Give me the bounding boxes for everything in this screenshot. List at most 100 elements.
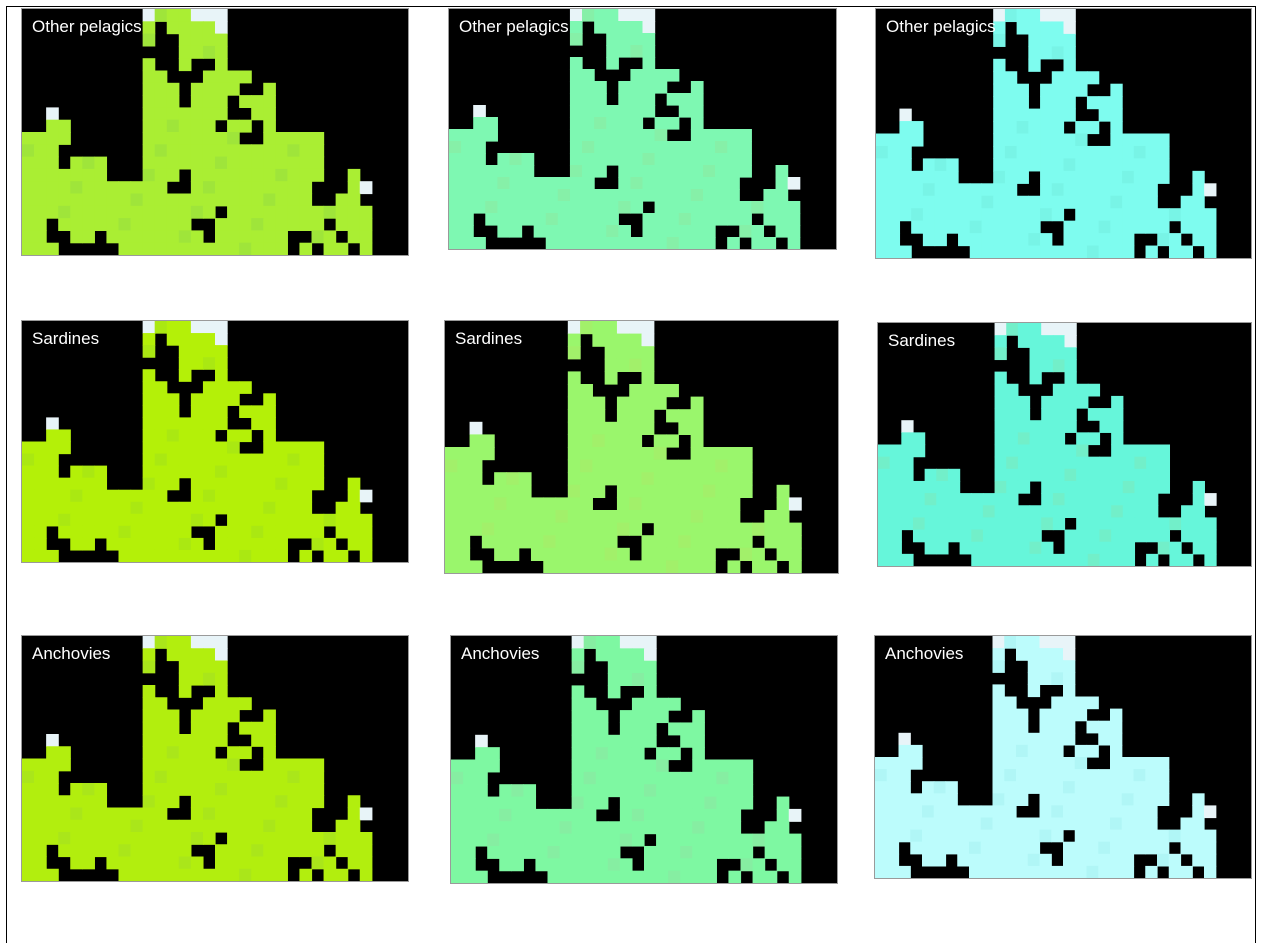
land-cell bbox=[46, 783, 59, 796]
land-cell bbox=[227, 465, 240, 479]
land-cell bbox=[202, 156, 216, 170]
land-cell bbox=[715, 472, 729, 486]
land-cell bbox=[215, 477, 228, 491]
land-cell bbox=[1052, 517, 1066, 531]
land-cell bbox=[461, 129, 474, 142]
land-cell bbox=[1016, 208, 1029, 222]
land-cell bbox=[901, 493, 914, 506]
land-cell bbox=[463, 808, 476, 822]
land-cell bbox=[934, 195, 947, 209]
land-cell bbox=[876, 158, 889, 172]
land-cell bbox=[567, 510, 581, 524]
land-cell bbox=[992, 720, 1005, 734]
land-cell bbox=[1122, 245, 1135, 258]
land-cell bbox=[263, 193, 276, 207]
land-cell bbox=[569, 189, 583, 202]
land-cell bbox=[1110, 170, 1123, 184]
land-cell bbox=[644, 870, 657, 883]
land-cell bbox=[227, 181, 240, 195]
land-cell bbox=[1204, 245, 1217, 258]
land-cell bbox=[582, 93, 595, 106]
land-cell bbox=[898, 829, 911, 843]
land-cell bbox=[70, 856, 83, 870]
land-cell bbox=[190, 868, 204, 881]
land-cell bbox=[1004, 108, 1018, 122]
land-cell bbox=[178, 45, 192, 59]
land-cell bbox=[215, 393, 228, 406]
land-cell bbox=[463, 796, 476, 810]
land-cell bbox=[347, 218, 361, 231]
land-cell bbox=[142, 734, 156, 747]
land-cell bbox=[190, 181, 204, 195]
land-cell bbox=[1180, 865, 1193, 878]
land-cell bbox=[58, 525, 71, 539]
land-cell bbox=[618, 45, 631, 58]
land-cell bbox=[1017, 553, 1031, 566]
land-cell bbox=[475, 808, 488, 822]
land-cell bbox=[1004, 170, 1018, 184]
land-cell bbox=[690, 93, 704, 106]
land-cell bbox=[958, 195, 971, 209]
land-cell bbox=[215, 33, 228, 47]
land-cell bbox=[166, 636, 180, 649]
land-cell bbox=[227, 156, 240, 170]
land-cell bbox=[642, 93, 656, 106]
land-cell bbox=[463, 845, 476, 859]
land-cell bbox=[275, 783, 288, 796]
land-cell bbox=[1075, 183, 1088, 197]
land-cell bbox=[533, 177, 547, 190]
land-cell bbox=[481, 497, 495, 511]
land-cell bbox=[1028, 21, 1041, 35]
land-cell bbox=[582, 213, 595, 226]
land-cell bbox=[933, 853, 947, 867]
land-cell bbox=[166, 9, 180, 22]
land-cell bbox=[618, 165, 631, 178]
land-cell bbox=[275, 242, 288, 255]
land-cell bbox=[739, 472, 753, 486]
land-cell bbox=[178, 819, 192, 833]
land-cell bbox=[571, 858, 585, 872]
land-cell bbox=[239, 795, 252, 809]
land-cell bbox=[994, 420, 1007, 433]
land-cell bbox=[215, 525, 228, 539]
land-cell bbox=[898, 793, 911, 806]
land-cell bbox=[704, 833, 717, 847]
map-panel-other-pelagics-3: Other pelagics bbox=[876, 9, 1251, 258]
land-cell bbox=[993, 121, 1006, 135]
land-cell bbox=[994, 480, 1007, 494]
snow-cell bbox=[641, 321, 655, 335]
land-cell bbox=[680, 796, 693, 810]
land-cell bbox=[1017, 335, 1031, 348]
land-cell bbox=[1157, 145, 1170, 159]
land-cell bbox=[1004, 233, 1018, 247]
land-cell bbox=[58, 844, 71, 858]
land-cell bbox=[592, 459, 606, 473]
land-cell bbox=[580, 447, 593, 461]
land-cell bbox=[58, 132, 71, 145]
land-cell bbox=[533, 213, 547, 226]
land-cell bbox=[251, 95, 264, 108]
land-cell bbox=[263, 795, 276, 809]
land-cell bbox=[34, 758, 47, 772]
land-cell bbox=[1063, 96, 1076, 110]
land-cell bbox=[1004, 220, 1018, 234]
land-cell bbox=[1204, 865, 1217, 878]
land-cell bbox=[142, 525, 156, 539]
land-cell bbox=[704, 858, 717, 872]
land-cell bbox=[1017, 529, 1031, 543]
land-cell bbox=[653, 547, 667, 561]
land-cell bbox=[359, 549, 373, 562]
land-cell bbox=[715, 177, 728, 190]
land-cell bbox=[666, 213, 680, 226]
land-cell bbox=[946, 195, 959, 209]
snow-cell bbox=[629, 321, 643, 335]
land-cell bbox=[1075, 208, 1088, 222]
land-cell bbox=[347, 537, 361, 551]
land-cell bbox=[46, 758, 59, 772]
land-cell bbox=[1040, 158, 1053, 172]
land-cell bbox=[910, 817, 923, 831]
land-cell bbox=[715, 535, 729, 549]
land-cell bbox=[980, 805, 994, 819]
land-cell bbox=[969, 208, 983, 222]
land-cell bbox=[1063, 805, 1076, 819]
